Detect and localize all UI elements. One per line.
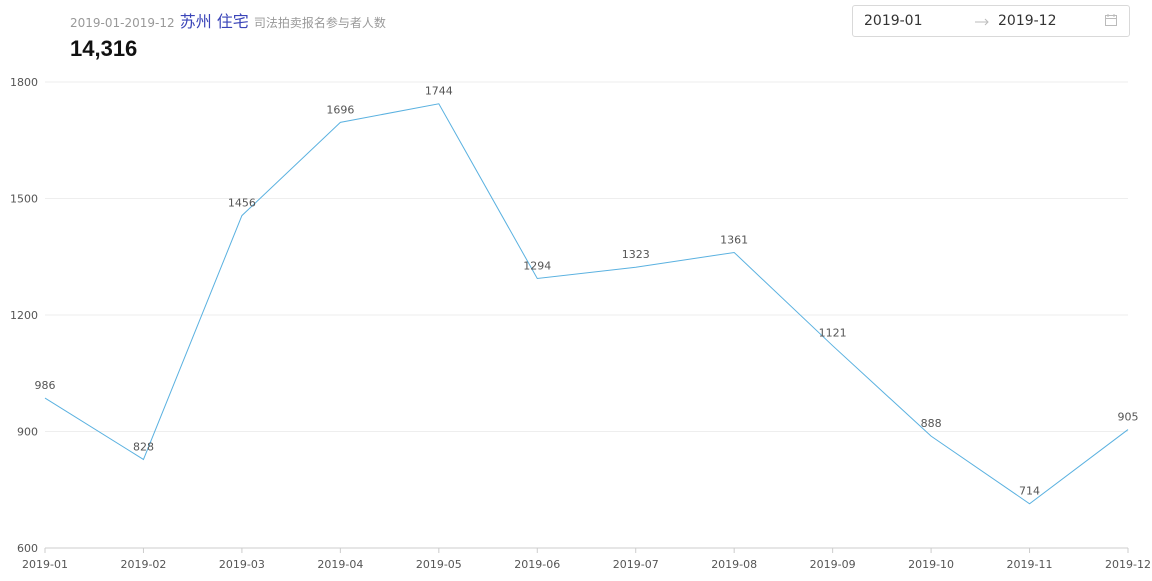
date-range-picker[interactable]: 2019-01 2019-12 (852, 5, 1130, 37)
y-tick-label: 1500 (10, 193, 38, 206)
metric: 司法拍卖报名参与者人数 (253, 16, 386, 30)
y-tick-label: 900 (17, 426, 38, 439)
x-tick-label: 2019-11 (1007, 558, 1053, 571)
data-label: 905 (1118, 411, 1139, 424)
data-label: 1696 (326, 103, 354, 116)
data-label: 1121 (819, 327, 847, 340)
data-label: 1361 (720, 233, 748, 246)
header: 2019-01-2019-12 苏州 住宅 司法拍卖报名参与者人数 (70, 8, 386, 32)
x-tick-label: 2019-07 (613, 558, 659, 571)
data-label: 714 (1019, 485, 1040, 498)
y-tick-label: 600 (17, 542, 38, 555)
calendar-icon (1105, 14, 1117, 26)
x-tick-label: 2019-08 (711, 558, 757, 571)
period: 2019-01-2019-12 (70, 16, 175, 30)
x-tick-label: 2019-03 (219, 558, 265, 571)
x-tick-label: 2019-02 (120, 558, 166, 571)
x-tick-label: 2019-04 (317, 558, 363, 571)
data-label: 1323 (622, 248, 650, 261)
start-date[interactable]: 2019-01 (864, 13, 923, 29)
x-tick-label: 2019-05 (416, 558, 462, 571)
data-label: 1744 (425, 85, 453, 98)
data-label: 1294 (523, 259, 551, 272)
x-tick-label: 2019-06 (514, 558, 560, 571)
x-tick-label: 2019-10 (908, 558, 954, 571)
y-tick-label: 1800 (10, 76, 38, 89)
total: 14,316 (70, 36, 138, 61)
x-tick-label: 2019-01 (22, 558, 68, 571)
data-label: 828 (133, 440, 154, 453)
y-tick-label: 1200 (10, 309, 38, 322)
data-label: 986 (35, 379, 56, 392)
data-label: 1456 (228, 197, 256, 210)
arrow-icon (975, 18, 989, 26)
line (44, 103, 1129, 505)
city: 苏州 住宅 (179, 12, 249, 31)
data-label: 888 (921, 417, 942, 430)
x-tick-label: 2019-12 (1105, 558, 1151, 571)
x-tick-label: 2019-09 (810, 558, 856, 571)
end-date[interactable]: 2019-12 (998, 13, 1057, 29)
